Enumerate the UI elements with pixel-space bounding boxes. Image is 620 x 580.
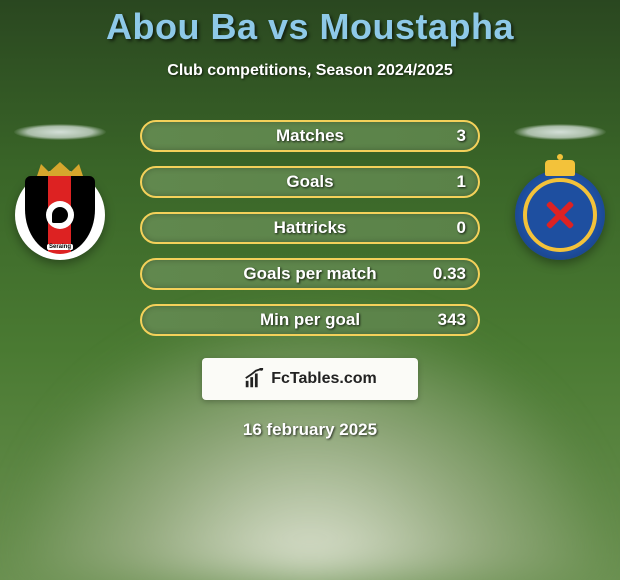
page-title: Abou Ba vs Moustapha (0, 6, 620, 48)
stat-right-value: 3 (457, 126, 466, 146)
club-badge-seraing: Seraing (15, 170, 105, 260)
date-label: 16 february 2025 (0, 420, 620, 440)
player-shadow-right (514, 124, 606, 140)
stat-right-value: 1 (457, 172, 466, 192)
stat-row-matches: Matches 3 (140, 120, 480, 152)
crown-icon (35, 162, 85, 176)
chart-icon (243, 368, 265, 390)
stat-row-hattricks: Hattricks 0 (140, 212, 480, 244)
brand-label: FcTables.com (271, 370, 377, 388)
right-player-column (514, 120, 606, 260)
stat-right-value: 343 (438, 310, 466, 330)
stat-right-value: 0 (457, 218, 466, 238)
stat-row-min-per-goal: Min per goal 343 (140, 304, 480, 336)
left-player-column: Seraing (14, 120, 106, 260)
stat-right-value: 0.33 (433, 264, 466, 284)
brand-logo-box: FcTables.com (202, 358, 418, 400)
stat-label: Goals (286, 172, 333, 192)
stat-row-goals: Goals 1 (140, 166, 480, 198)
cross-icon (543, 198, 577, 232)
player-shadow-left (14, 124, 106, 140)
stats-area: Seraing Matches 3 Goals 1 (0, 120, 620, 440)
stat-label: Matches (276, 126, 344, 146)
crown-icon (545, 160, 575, 176)
club-name-label: Seraing (47, 244, 73, 250)
infographic-container: Abou Ba vs Moustapha Club competitions, … (0, 0, 620, 440)
stat-label: Hattricks (274, 218, 347, 238)
shield-icon: Seraing (25, 176, 95, 254)
stat-row-goals-per-match: Goals per match 0.33 (140, 258, 480, 290)
stat-label: Min per goal (260, 310, 360, 330)
subtitle: Club competitions, Season 2024/2025 (0, 62, 620, 80)
stat-label: Goals per match (243, 264, 376, 284)
lion-icon (46, 201, 74, 229)
club-badge-beveren (515, 170, 605, 260)
